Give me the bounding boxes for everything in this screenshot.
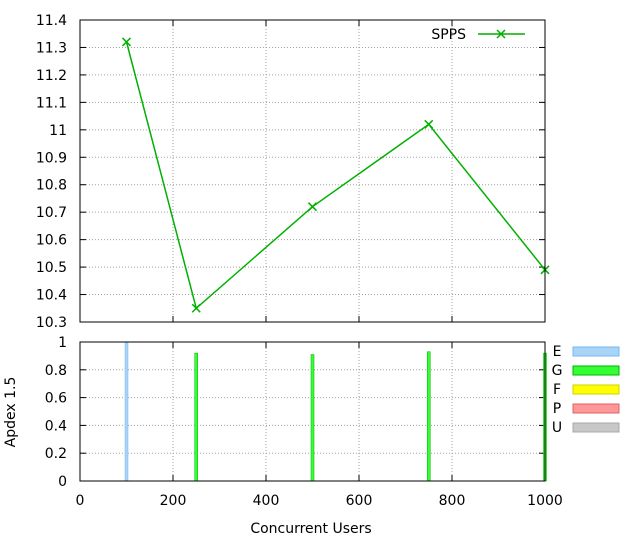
apdex-legend-swatch: [572, 365, 620, 376]
apdex-plot-grid: [80, 342, 545, 481]
line-plot-frame: [79, 19, 546, 323]
legend-label-spps: SPPS: [431, 27, 466, 43]
y-tick-label: 10.8: [36, 178, 67, 194]
y-tick-label: 10.7: [36, 205, 67, 221]
series-line-spps: [125, 41, 546, 310]
y-tick-label: 11.3: [36, 40, 67, 56]
apdex-legend-label: E: [553, 344, 562, 360]
apdex-legend-label: F: [553, 382, 561, 398]
y-tick-label: 10.5: [36, 260, 67, 276]
y-axis-label: Apdex 1.5: [3, 377, 19, 448]
apdex-plot-bars: [124, 341, 547, 482]
line-plot-y-ticks: 10.3 10.4 10.5 10.6 10.7 10.8 10.9 11 11.1 11.2 11…: [36, 13, 546, 331]
apdex-plot: 0 0.2 0.4 0.6 0.8 1 0 200 400 600 800 1000 Concurr…: [3, 335, 620, 537]
y-tick-label: 11.2: [36, 68, 67, 84]
y-tick-label: 10.4: [36, 288, 67, 304]
data-point-spps: [307, 202, 318, 212]
line-plot-series: [121, 37, 550, 313]
apdex-legend-swatch: [572, 384, 620, 395]
y-tick-label: 11.1: [36, 95, 67, 111]
x-tick-label: 0: [76, 493, 85, 509]
apdex-legend-label: U: [552, 420, 562, 436]
data-point-spps: [424, 119, 434, 129]
x-tick-label: 400: [253, 493, 280, 509]
apdex-bar: [427, 351, 431, 482]
x-tick-label: 200: [160, 493, 187, 509]
y-tick-label: 10.6: [36, 233, 67, 249]
data-point-spps: [191, 303, 201, 313]
x-axis-label: Concurrent Users: [250, 521, 371, 537]
apdex-plot-y-ticks: 0 0.2 0.4 0.6 0.8 1: [45, 335, 545, 490]
apdex-bar: [310, 354, 315, 482]
apdex-legend-swatch: [572, 403, 620, 414]
y-tick-label: 10.3: [36, 315, 67, 331]
y-tick-label: 0.8: [45, 363, 67, 379]
line-plot: 10.3 10.4 10.5 10.6 10.7 10.8 10.9 11 11.1 11.2 11…: [36, 13, 550, 331]
apdex-legend-swatch: [572, 346, 620, 357]
y-tick-label: 10.9: [36, 150, 67, 166]
apdex-legend-label: P: [553, 401, 561, 417]
x-tick-label: 800: [439, 493, 466, 509]
y-tick-label: 11: [49, 123, 67, 139]
line-plot-grid: [80, 20, 545, 322]
y-tick-label: 0.6: [45, 391, 67, 407]
apdex-bar: [124, 341, 129, 482]
x-tick-label: 1000: [527, 493, 563, 509]
apdex-legend-swatch: [572, 422, 620, 433]
y-tick-label: 11.4: [36, 13, 67, 29]
legend-marker-spps: [496, 29, 506, 39]
legend-marker-x: [496, 29, 506, 39]
y-tick-label: 0: [58, 474, 67, 490]
line-plot-legend: SPPS: [431, 27, 525, 43]
apdex-plot-x-ticks: 0 200 400 600 800 1000: [76, 342, 563, 509]
apdex-plot-frame: [79, 341, 546, 482]
y-tick-label: 0.2: [45, 446, 67, 462]
x-tick-label: 600: [346, 493, 373, 509]
apdex-legend-label: G: [552, 363, 563, 379]
y-tick-label: 1: [58, 335, 67, 351]
apdex-bar: [194, 352, 198, 482]
data-point-spps: [121, 37, 132, 47]
y-tick-label: 0.4: [45, 418, 67, 434]
